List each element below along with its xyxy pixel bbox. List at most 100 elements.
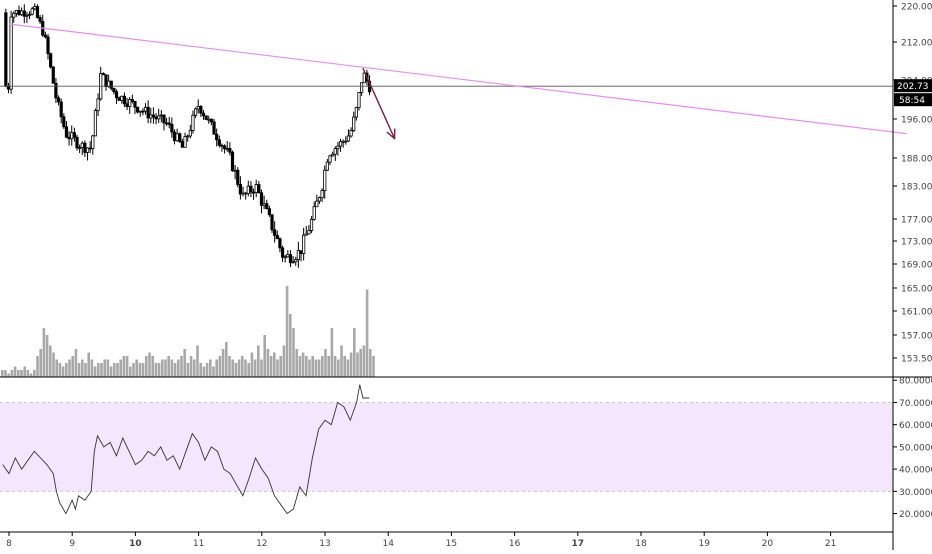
volume-bar xyxy=(327,356,330,377)
candle-body xyxy=(49,53,53,68)
volume-bar xyxy=(257,345,260,377)
price-tick-label: 173.00 xyxy=(901,238,932,248)
candle-body xyxy=(78,147,82,149)
volume-bar xyxy=(97,363,100,377)
candle-body xyxy=(349,130,353,137)
time-tick-label: 17 xyxy=(572,539,585,549)
volume-bar xyxy=(74,349,78,377)
rsi-tick-label: 40.0000 xyxy=(899,466,932,476)
candle-body xyxy=(143,106,148,112)
volume-bar xyxy=(141,363,145,377)
candle-body xyxy=(238,184,242,195)
candle-body xyxy=(299,250,303,254)
candle-body xyxy=(325,161,329,171)
volume-bar xyxy=(13,366,17,377)
candle-body xyxy=(12,12,16,18)
volume-bar xyxy=(119,359,122,377)
candle-body xyxy=(201,112,206,117)
volume-bar xyxy=(330,328,334,377)
candle-body xyxy=(188,130,192,137)
volume-bar xyxy=(36,356,39,377)
price-badge-bg xyxy=(894,79,932,93)
volume-bar xyxy=(170,359,174,377)
drawings-layer[interactable] xyxy=(0,23,907,140)
volume-bar xyxy=(45,335,49,377)
candle-body xyxy=(320,190,324,199)
candle-body xyxy=(228,148,232,153)
candle-body xyxy=(114,91,119,99)
arrow-head[interactable] xyxy=(386,128,396,140)
volume-bar xyxy=(157,363,161,377)
volume-bar xyxy=(314,359,318,377)
volume-bar xyxy=(269,356,273,377)
volume-bar xyxy=(10,370,14,377)
candle-body xyxy=(30,8,34,15)
candle-body xyxy=(338,141,343,147)
volume-bar xyxy=(39,349,42,377)
candle-body xyxy=(22,10,26,17)
candle-body xyxy=(104,74,108,88)
price-tick-label: 196.00 xyxy=(901,116,932,126)
candle-body xyxy=(344,140,348,143)
rsi-tick-label: 20.0000 xyxy=(899,510,932,520)
volume-bar xyxy=(52,352,55,377)
volume-bar xyxy=(125,356,129,377)
volume-bar xyxy=(199,363,202,377)
volume-bar xyxy=(113,363,116,377)
volume-bar xyxy=(337,359,340,377)
candle-body xyxy=(4,12,8,87)
candle-body xyxy=(133,101,137,108)
candle-body xyxy=(17,9,21,16)
candle-body xyxy=(96,98,100,111)
volume-bar xyxy=(58,363,62,377)
candle-body xyxy=(136,106,140,113)
candle-body xyxy=(352,116,356,131)
volume-bar xyxy=(266,349,270,377)
volume-bar xyxy=(237,359,241,377)
candle-body xyxy=(130,99,134,102)
candle-body xyxy=(75,136,79,149)
volume-bar xyxy=(116,363,119,377)
candle-body xyxy=(331,153,335,157)
volume-bar xyxy=(55,359,58,377)
volume-bar xyxy=(26,370,30,377)
candle-body xyxy=(46,36,50,55)
trendline[interactable] xyxy=(8,23,907,135)
candle-body xyxy=(249,185,253,193)
candle-body xyxy=(286,254,290,258)
volume-bar xyxy=(289,314,292,377)
volume-bar xyxy=(148,352,151,377)
candle-body xyxy=(128,99,132,107)
volume-bar xyxy=(180,356,183,377)
candle-body xyxy=(244,192,248,195)
volume-bar xyxy=(253,359,257,377)
candle-body xyxy=(267,208,271,216)
candle-body xyxy=(112,87,116,93)
candle-body xyxy=(62,116,66,128)
candle-body xyxy=(346,135,351,142)
volume-bar xyxy=(225,342,228,377)
time-tick-label: 10 xyxy=(129,539,142,549)
candle-body xyxy=(14,9,18,14)
arrow-shaft[interactable] xyxy=(362,67,396,139)
volume-bar xyxy=(29,373,33,377)
candle-body xyxy=(80,142,84,148)
candle-body xyxy=(193,108,198,116)
candle-body xyxy=(20,10,24,16)
candle-body xyxy=(328,155,332,163)
volume-bar xyxy=(49,345,52,377)
candle-body xyxy=(283,256,287,259)
price-badge-value: 202.73 xyxy=(897,82,929,92)
candle-body xyxy=(191,114,195,131)
candle-body xyxy=(360,82,364,93)
volume-bar xyxy=(263,335,266,377)
price-tick-label: 169.00 xyxy=(901,261,932,271)
volume-bar xyxy=(196,345,199,377)
candle-body xyxy=(357,92,361,108)
rsi-layer xyxy=(2,384,370,515)
time-tick-label: 9 xyxy=(69,539,75,549)
volume-bar xyxy=(260,359,263,377)
candle-body xyxy=(159,114,163,117)
